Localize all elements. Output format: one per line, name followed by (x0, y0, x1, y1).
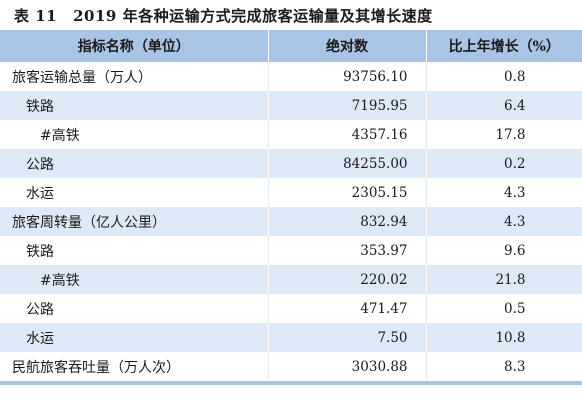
table-row: #高铁 4357.16 17.8 (0, 120, 582, 149)
row-label: 铁路 (0, 91, 269, 120)
row-label: #高铁 (0, 120, 269, 149)
row-label: 水运 (0, 178, 269, 207)
row-label: 水运 (0, 323, 269, 352)
row-label: 旅客周转量（亿人公里） (0, 207, 269, 236)
column-header-absolute: 绝对数 (268, 30, 427, 62)
passenger-transport-table: 指标名称（单位） 绝对数 比上年增长（%） 旅客运输总量（万人） 93756.1… (0, 30, 582, 381)
row-label: 铁路 (0, 236, 269, 265)
table-header: 指标名称（单位） 绝对数 比上年增长（%） (0, 30, 582, 62)
table-row: 水运 2305.15 4.3 (0, 178, 582, 207)
row-value: 353.97 (268, 236, 427, 265)
row-value: 2305.15 (268, 178, 427, 207)
row-growth: 0.5 (426, 294, 582, 323)
row-label: 公路 (0, 149, 269, 178)
table-caption: 2019 年各种运输方式完成旅客运输量及其增长速度 (73, 6, 433, 25)
header-row: 指标名称（单位） 绝对数 比上年增长（%） (0, 30, 582, 62)
row-value: 220.02 (268, 265, 427, 294)
row-growth: 9.6 (426, 236, 582, 265)
table-body: 旅客运输总量（万人） 93756.10 0.8 铁路 7195.95 6.4 #… (0, 62, 582, 381)
row-label: 旅客运输总量（万人） (0, 62, 269, 91)
table-row: 旅客周转量（亿人公里） 832.94 4.3 (0, 207, 582, 236)
stats-table-container: 指标名称（单位） 绝对数 比上年增长（%） 旅客运输总量（万人） 93756.1… (0, 30, 582, 385)
row-value: 832.94 (268, 207, 427, 236)
table-bottom-rule (0, 381, 582, 385)
column-header-indicator: 指标名称（单位） (0, 30, 269, 62)
row-growth: 0.2 (426, 149, 582, 178)
row-growth: 21.8 (426, 265, 582, 294)
row-growth: 17.8 (426, 120, 582, 149)
row-growth: 6.4 (426, 91, 582, 120)
row-value: 3030.88 (268, 352, 427, 381)
table-title: 表 11 2019 年各种运输方式完成旅客运输量及其增长速度 (0, 0, 582, 30)
row-value: 84255.00 (268, 149, 427, 178)
row-label: #高铁 (0, 265, 269, 294)
row-label: 公路 (0, 294, 269, 323)
row-value: 93756.10 (268, 62, 427, 91)
column-header-growth: 比上年增长（%） (448, 39, 560, 55)
table-row: 公路 471.47 0.5 (0, 294, 582, 323)
table-row: 水运 7.50 10.8 (0, 323, 582, 352)
row-value: 7.50 (268, 323, 427, 352)
row-growth: 4.3 (426, 178, 582, 207)
row-value: 471.47 (268, 294, 427, 323)
table-row: 民航旅客吞吐量（万人次） 3030.88 8.3 (0, 352, 582, 381)
row-growth: 0.8 (426, 62, 582, 91)
table-number: 表 11 (14, 6, 58, 25)
row-growth: 8.3 (426, 352, 582, 381)
row-growth: 4.3 (426, 207, 582, 236)
table-row: 铁路 353.97 9.6 (0, 236, 582, 265)
table-row: #高铁 220.02 21.8 (0, 265, 582, 294)
table-row: 铁路 7195.95 6.4 (0, 91, 582, 120)
row-label: 民航旅客吞吐量（万人次） (0, 352, 269, 381)
row-growth: 10.8 (426, 323, 582, 352)
row-value: 4357.16 (268, 120, 427, 149)
table-row: 旅客运输总量（万人） 93756.10 0.8 (0, 62, 582, 91)
row-value: 7195.95 (268, 91, 427, 120)
table-row: 公路 84255.00 0.2 (0, 149, 582, 178)
